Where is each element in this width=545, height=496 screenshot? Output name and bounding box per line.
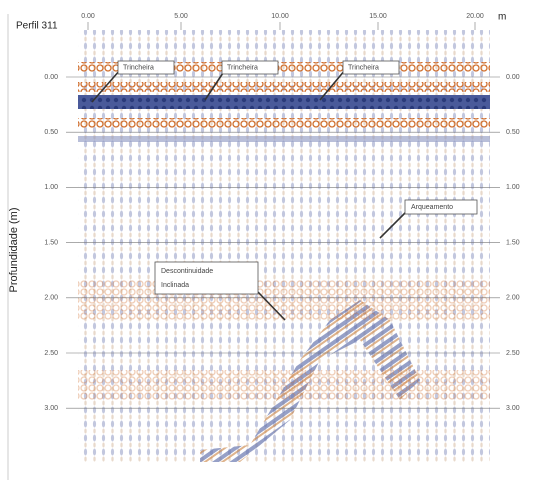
reflector-band (78, 62, 490, 72)
reflector-band (78, 95, 490, 109)
reflector-band (78, 280, 490, 320)
callout-pointer (379, 209, 409, 239)
x-tick-label: 20.00 (466, 13, 484, 20)
reflector-band (78, 118, 490, 128)
y-tick-label: 2.50 (506, 350, 520, 357)
callout-box (117, 60, 175, 75)
annotation: Descontinuidade (161, 268, 213, 275)
y-tick-label: 1.00 (506, 184, 520, 191)
callout-box (154, 261, 259, 295)
x-tick-label: 5.00 (174, 13, 188, 20)
y-tick-label: 2.00 (44, 295, 58, 302)
annotation: Arqueamento (411, 204, 453, 211)
y-tick-label: 0.50 (506, 129, 520, 136)
x-tick-label: 15.00 (369, 13, 387, 20)
x-tick-label: 0.00 (81, 13, 95, 20)
reflector-band (78, 82, 490, 92)
y-tick-label: 1.50 (506, 239, 520, 246)
callout-pointer (257, 291, 286, 321)
dipping-reflectors (200, 300, 420, 462)
callout-pointer (204, 69, 226, 101)
y-tick-label: 0.00 (44, 74, 58, 81)
annotation: Inclinada (161, 282, 189, 289)
x-tick-label: 10.00 (271, 13, 289, 20)
reflector-band (78, 370, 490, 400)
callout-pointer (319, 69, 346, 101)
y-tick-label: 2.50 (44, 350, 58, 357)
annotation: Trincheira (227, 64, 258, 71)
reflector-band (78, 136, 490, 142)
y-axis-label: Profundidade (m) (8, 208, 20, 293)
annotation: Trincheira (123, 64, 154, 71)
callout-box (404, 199, 478, 215)
x-unit: m (498, 12, 506, 23)
profile-title: Perfil 311 (16, 21, 58, 32)
callout-pointer (91, 69, 121, 103)
annotation: Trincheira (348, 64, 379, 71)
y-tick-label: 0.50 (44, 129, 58, 136)
y-tick-label: 1.50 (44, 239, 58, 246)
y-tick-label: 3.00 (44, 405, 58, 412)
callout-box (342, 60, 400, 75)
y-tick-label: 0.00 (506, 74, 520, 81)
callout-box (221, 60, 279, 75)
y-tick-label: 3.00 (506, 405, 520, 412)
y-tick-label: 1.00 (44, 184, 58, 191)
y-tick-label: 2.00 (506, 295, 520, 302)
